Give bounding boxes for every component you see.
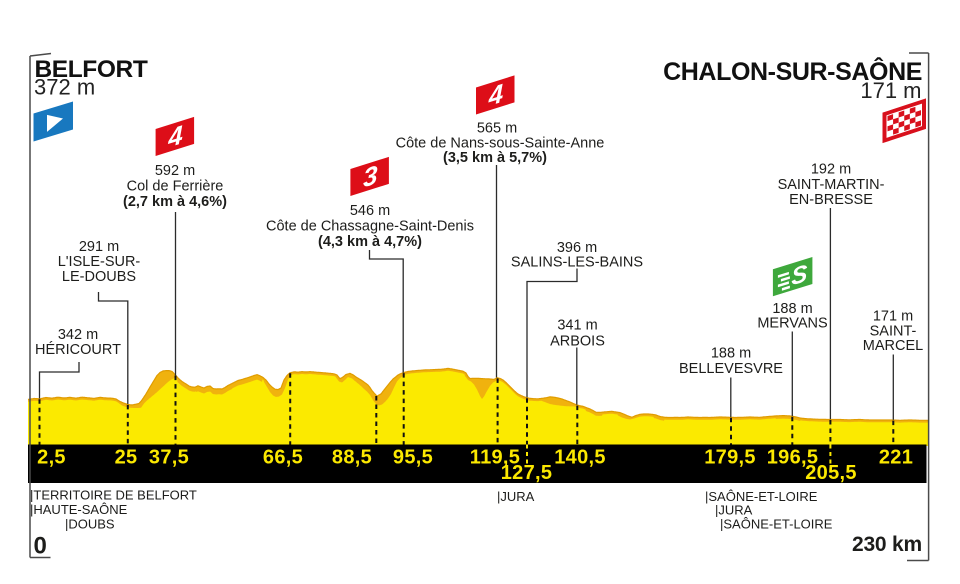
svg-text:546 m: 546 m — [350, 203, 390, 219]
svg-text:MERVANS: MERVANS — [757, 316, 827, 332]
svg-text:592 m: 592 m — [155, 163, 195, 179]
svg-text:396 m: 396 m — [557, 240, 597, 256]
svg-text:4: 4 — [167, 119, 183, 153]
svg-text:S: S — [791, 260, 808, 292]
svg-text:95,5: 95,5 — [393, 447, 433, 469]
svg-text:BELLEVESVRE: BELLEVESVRE — [679, 361, 783, 377]
svg-text:Côte de Chassagne-Saint-Denis: Côte de Chassagne-Saint-Denis — [266, 219, 474, 235]
svg-text:(3,5 km à 5,7%): (3,5 km à 5,7%) — [443, 150, 547, 166]
svg-text:66,5: 66,5 — [263, 447, 303, 469]
svg-text:|SAÔNE-ET-LOIRE: |SAÔNE-ET-LOIRE — [705, 489, 818, 504]
svg-text:L'ISLE-SUR-: L'ISLE-SUR- — [58, 254, 141, 270]
svg-text:372 m: 372 m — [34, 75, 95, 100]
svg-text:140,5: 140,5 — [554, 447, 606, 469]
svg-text:565 m: 565 m — [477, 121, 517, 137]
svg-text:3: 3 — [363, 159, 378, 193]
svg-text:Col de Ferrière: Col de Ferrière — [127, 179, 224, 195]
svg-text:192 m: 192 m — [811, 162, 851, 178]
svg-text:37,5: 37,5 — [149, 447, 189, 469]
svg-text:SAINT-: SAINT- — [870, 324, 917, 340]
svg-text:188 m: 188 m — [711, 346, 751, 362]
svg-text:4: 4 — [488, 78, 504, 112]
svg-text:127,5: 127,5 — [501, 462, 553, 484]
svg-text:0: 0 — [34, 533, 47, 560]
svg-text:|JURA: |JURA — [715, 503, 753, 518]
svg-text:196,5: 196,5 — [767, 447, 819, 469]
svg-text:BELFORT: BELFORT — [35, 56, 148, 83]
svg-text:230 km: 230 km — [852, 533, 922, 556]
svg-text:188 m: 188 m — [772, 301, 812, 317]
svg-text:|JURA: |JURA — [497, 489, 535, 504]
svg-text:HÉRICOURT: HÉRICOURT — [35, 341, 121, 358]
svg-text:|HAUTE-SAÔNE: |HAUTE-SAÔNE — [30, 502, 128, 517]
svg-text:ARBOIS: ARBOIS — [550, 334, 605, 350]
svg-text:(4,3 km à 4,7%): (4,3 km à 4,7%) — [318, 234, 422, 250]
svg-text:|SAÔNE-ET-LOIRE: |SAÔNE-ET-LOIRE — [720, 517, 833, 532]
svg-text:341 m: 341 m — [557, 318, 597, 334]
svg-text:2,5: 2,5 — [37, 447, 66, 469]
svg-text:SAINT-MARTIN-: SAINT-MARTIN- — [778, 177, 885, 193]
svg-text:Côte de Nans-sous-Sainte-Anne: Côte de Nans-sous-Sainte-Anne — [396, 136, 605, 152]
svg-text:171 m: 171 m — [873, 309, 913, 325]
svg-text:CHALON-SUR-SAÔNE: CHALON-SUR-SAÔNE — [663, 56, 922, 86]
svg-text:SALINS-LES-BAINS: SALINS-LES-BAINS — [511, 255, 643, 271]
svg-text:205,5: 205,5 — [805, 462, 857, 484]
svg-text:25: 25 — [115, 447, 138, 469]
svg-text:342 m: 342 m — [58, 327, 98, 343]
svg-text:221: 221 — [879, 447, 913, 469]
svg-text:MARCEL: MARCEL — [863, 338, 923, 354]
svg-text:119,5: 119,5 — [470, 447, 520, 469]
svg-text:LE-DOUBS: LE-DOUBS — [62, 269, 136, 285]
svg-text:171 m: 171 m — [860, 78, 921, 103]
svg-text:179,5: 179,5 — [704, 447, 756, 469]
svg-text:(2,7 km à 4,6%): (2,7 km à 4,6%) — [123, 194, 227, 210]
svg-text:EN-BRESSE: EN-BRESSE — [789, 192, 873, 208]
svg-text:291 m: 291 m — [79, 239, 119, 255]
svg-text:|TERRITOIRE DE BELFORT: |TERRITOIRE DE BELFORT — [30, 488, 197, 503]
svg-text:88,5: 88,5 — [332, 447, 372, 469]
svg-text:|DOUBS: |DOUBS — [65, 517, 115, 532]
